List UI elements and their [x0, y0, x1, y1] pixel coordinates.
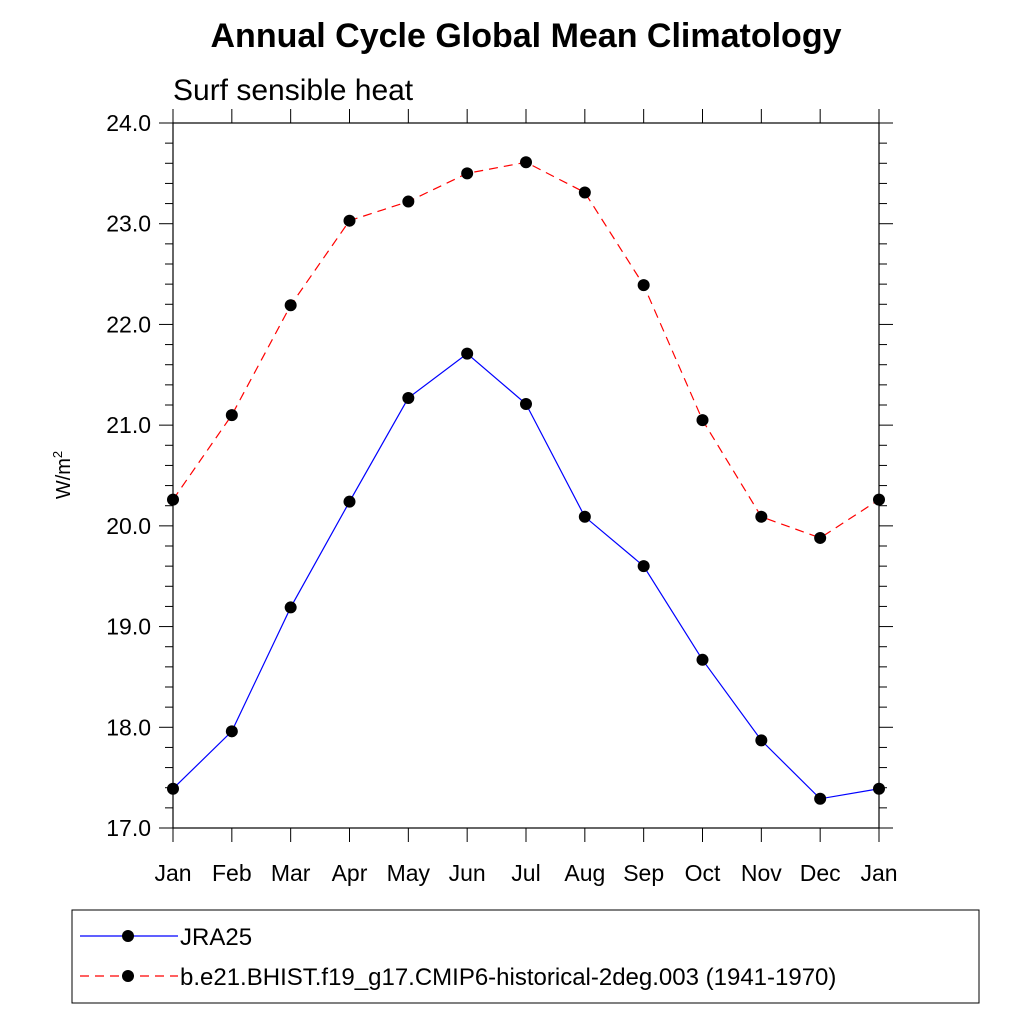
legend-label-jra25: JRA25	[180, 924, 252, 951]
y-tick-label: 18.0	[106, 714, 151, 740]
x-tick-label: Aug	[564, 860, 605, 886]
y-tick-label: 23.0	[106, 211, 151, 237]
y-axis-label: W/m2	[50, 451, 75, 499]
y-tick-label: 21.0	[106, 412, 151, 438]
series-1-point	[814, 531, 827, 544]
series-1-point	[284, 299, 297, 312]
series-0-point	[814, 792, 827, 805]
y-tick-label: 19.0	[106, 614, 151, 640]
series-0-point	[696, 653, 709, 666]
x-tick-label: Jul	[511, 860, 540, 886]
legend-marker-jra25	[122, 930, 134, 942]
series-1-point	[637, 279, 650, 292]
series-0-point	[343, 495, 356, 508]
y-tick-label: 20.0	[106, 513, 151, 539]
legend-label-cmip6: b.e21.BHIST.f19_g17.CMIP6-historical-2de…	[180, 964, 836, 991]
y-axis-label-text: W/m	[53, 458, 75, 499]
legend-marker-cmip6	[122, 970, 134, 982]
axis-ticks	[159, 109, 893, 842]
series-1-point	[225, 409, 238, 422]
series-1-point	[696, 414, 709, 427]
svg-text:W/m2: W/m2	[50, 451, 75, 499]
series-1-point	[873, 493, 885, 506]
y-tick-label: 24.0	[106, 110, 151, 136]
chart-subtitle: Surf sensible heat	[173, 74, 414, 107]
series-layer	[167, 156, 885, 805]
x-tick-label: Jan	[154, 860, 191, 886]
series-1-point	[402, 195, 415, 208]
series-1-point	[755, 510, 768, 523]
chart-title: Annual Cycle Global Mean Climatology	[211, 17, 842, 55]
legend: JRA25 b.e21.BHIST.f19_g17.CMIP6-historic…	[71, 909, 980, 1004]
series-0-point	[873, 782, 885, 795]
series-1-point	[520, 156, 532, 169]
series-0-point	[755, 734, 768, 747]
x-tick-label: Sep	[623, 860, 664, 886]
x-tick-label: Oct	[685, 860, 721, 886]
y-axis-label-superscript: 2	[50, 451, 65, 458]
x-tick-label: Nov	[741, 860, 782, 886]
y-tick-labels: 17.0 18.0 19.0 20.0 21.0 22.0 23.0 24.0	[106, 110, 151, 841]
legend-box	[71, 909, 980, 1004]
series-line-1	[172, 161, 880, 539]
series-1-point	[167, 493, 179, 506]
series-1-point	[578, 186, 591, 199]
x-tick-label: Mar	[271, 860, 311, 886]
series-1-point	[461, 167, 474, 180]
series-0-point	[637, 560, 650, 573]
x-tick-label: Jun	[449, 860, 486, 886]
x-tick-label: May	[387, 860, 431, 886]
x-tick-labels: Jan Feb Mar Apr May Jun Jul Aug Sep Oct Nov Dec Jan	[154, 860, 897, 886]
series-0-point	[167, 782, 179, 795]
series-0-point	[402, 391, 415, 404]
x-tick-label: Dec	[800, 860, 841, 886]
x-tick-label: Apr	[332, 860, 368, 886]
series-0-point	[461, 347, 474, 360]
series-0-point	[578, 510, 591, 523]
x-tick-label: Jan	[860, 860, 897, 886]
series-0-point	[520, 397, 532, 410]
y-tick-label: 22.0	[106, 311, 151, 337]
x-tick-label: Feb	[212, 860, 252, 886]
series-line-0	[172, 352, 880, 800]
series-0-point	[225, 725, 238, 738]
y-tick-label: 17.0	[106, 815, 151, 841]
series-1-point	[343, 214, 356, 227]
series-0-point	[284, 601, 297, 614]
plot-frame	[172, 122, 880, 829]
